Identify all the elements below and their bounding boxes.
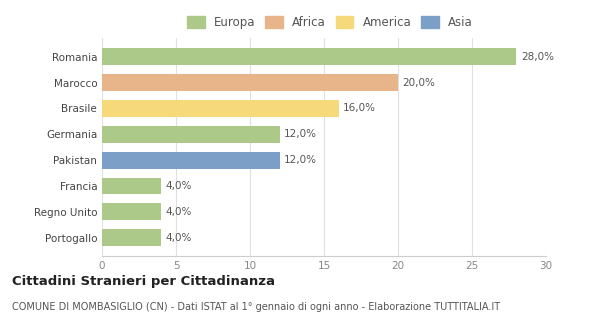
Bar [102,229,161,246]
Text: 4,0%: 4,0% [166,233,192,243]
Text: Cittadini Stranieri per Cittadinanza: Cittadini Stranieri per Cittadinanza [12,275,275,288]
Text: 12,0%: 12,0% [284,155,317,165]
Text: 4,0%: 4,0% [166,207,192,217]
Legend: Europa, Africa, America, Asia: Europa, Africa, America, Asia [184,12,476,32]
Bar [102,100,339,117]
Bar [102,178,161,194]
Bar [102,126,280,143]
Text: COMUNE DI MOMBASIGLIO (CN) - Dati ISTAT al 1° gennaio di ogni anno - Elaborazion: COMUNE DI MOMBASIGLIO (CN) - Dati ISTAT … [12,302,500,312]
Bar [102,48,517,65]
Text: 28,0%: 28,0% [521,52,554,62]
Bar [102,152,280,169]
Bar [102,204,161,220]
Bar [102,74,398,91]
Text: 20,0%: 20,0% [403,77,436,88]
Text: 12,0%: 12,0% [284,129,317,139]
Text: 4,0%: 4,0% [166,181,192,191]
Text: 16,0%: 16,0% [343,103,376,113]
